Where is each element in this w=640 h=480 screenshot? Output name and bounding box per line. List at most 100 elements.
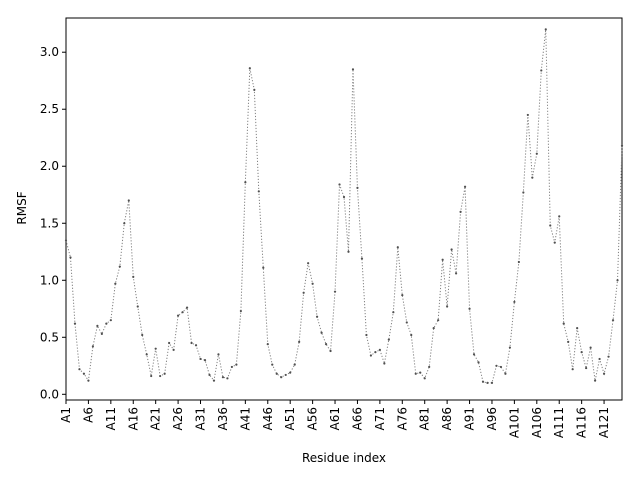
data-point bbox=[311, 282, 314, 285]
data-point bbox=[468, 307, 471, 310]
data-point bbox=[150, 374, 153, 378]
x-tick-label: A86 bbox=[440, 407, 454, 430]
x-tick-label: A51 bbox=[283, 407, 297, 430]
data-point bbox=[432, 327, 435, 330]
data-point bbox=[105, 322, 108, 325]
data-point bbox=[490, 381, 494, 384]
data-point bbox=[410, 333, 413, 337]
rmsf-series bbox=[64, 28, 624, 384]
data-point bbox=[383, 362, 386, 365]
data-point bbox=[109, 319, 112, 322]
data-point bbox=[598, 357, 601, 361]
data-point bbox=[585, 366, 588, 370]
data-point bbox=[73, 322, 77, 325]
data-point bbox=[307, 262, 310, 265]
data-point bbox=[235, 363, 238, 366]
data-point bbox=[562, 322, 565, 325]
data-point bbox=[576, 327, 579, 330]
x-tick-label: A81 bbox=[418, 407, 432, 430]
data-point bbox=[616, 279, 619, 282]
data-point bbox=[221, 376, 225, 379]
data-point bbox=[176, 314, 180, 317]
data-point bbox=[437, 319, 440, 322]
x-tick-label: A96 bbox=[485, 407, 499, 430]
data-point bbox=[159, 374, 162, 378]
data-point bbox=[203, 358, 207, 362]
data-point bbox=[239, 309, 242, 313]
data-point bbox=[298, 340, 301, 343]
y-tick-label: 0.0 bbox=[40, 387, 59, 401]
data-point bbox=[141, 333, 144, 337]
data-point bbox=[244, 181, 247, 184]
data-point bbox=[396, 246, 399, 249]
x-tick-label: A111 bbox=[552, 407, 566, 438]
data-point bbox=[602, 372, 606, 375]
x-tick-label: A56 bbox=[306, 407, 320, 430]
data-point bbox=[127, 199, 130, 202]
data-point bbox=[571, 368, 574, 371]
data-point bbox=[118, 265, 121, 268]
data-point bbox=[333, 290, 337, 293]
x-axis: A1 A6 A11 A16 A21 A26 A31 A36 A41 A46 A51 A56 A61 A66… bbox=[59, 400, 611, 438]
data-point bbox=[329, 349, 332, 353]
data-point bbox=[302, 291, 305, 294]
data-point bbox=[526, 113, 529, 117]
x-tick-label: A46 bbox=[261, 407, 275, 430]
plot-area bbox=[65, 17, 623, 401]
data-point bbox=[580, 351, 583, 354]
data-point bbox=[513, 300, 516, 304]
data-point bbox=[540, 69, 543, 72]
y-tick-label: 1.0 bbox=[40, 273, 59, 287]
plot-frame bbox=[65, 17, 623, 401]
data-point bbox=[194, 344, 198, 347]
data-point bbox=[136, 305, 139, 308]
data-point bbox=[190, 341, 193, 345]
data-point bbox=[123, 222, 126, 225]
data-point bbox=[405, 321, 408, 324]
data-point bbox=[463, 185, 467, 188]
data-point bbox=[481, 380, 485, 383]
data-point bbox=[558, 215, 561, 218]
y-tick-label: 2.0 bbox=[40, 159, 59, 173]
data-point bbox=[535, 152, 538, 155]
data-point bbox=[441, 258, 444, 261]
data-point bbox=[607, 355, 610, 358]
data-point bbox=[338, 183, 341, 186]
data-point bbox=[154, 347, 157, 350]
data-point bbox=[392, 311, 395, 314]
data-point bbox=[589, 346, 592, 349]
x-tick-label: A71 bbox=[373, 407, 387, 430]
data-point bbox=[472, 353, 476, 356]
data-point bbox=[96, 324, 99, 327]
x-tick-label: A26 bbox=[171, 407, 185, 430]
data-point bbox=[365, 333, 368, 337]
data-point bbox=[428, 365, 431, 369]
y-tick-label: 2.5 bbox=[40, 102, 59, 116]
y-axis: 0.0 0.5 1.0 1.5 2.0 2.5 3.0 bbox=[40, 45, 66, 401]
x-tick-label: A1 bbox=[59, 407, 73, 423]
data-point bbox=[459, 210, 462, 213]
data-point bbox=[163, 372, 166, 375]
data-point bbox=[593, 379, 597, 382]
data-point bbox=[217, 353, 220, 356]
data-point bbox=[284, 373, 287, 377]
data-point bbox=[257, 190, 260, 193]
data-point bbox=[486, 381, 489, 384]
data-point bbox=[553, 241, 556, 244]
data-point bbox=[64, 239, 68, 242]
data-point bbox=[401, 293, 404, 297]
data-point bbox=[454, 272, 458, 275]
data-point bbox=[280, 376, 283, 379]
x-tick-label: A36 bbox=[216, 407, 230, 430]
data-point bbox=[378, 348, 381, 351]
y-tick-label: 3.0 bbox=[40, 45, 59, 59]
x-tick-label: A41 bbox=[238, 407, 252, 430]
data-point bbox=[168, 341, 171, 345]
data-point bbox=[620, 144, 624, 147]
x-tick-label: A91 bbox=[463, 407, 477, 430]
data-point bbox=[351, 68, 355, 71]
data-point bbox=[266, 343, 269, 346]
data-point bbox=[289, 371, 292, 374]
x-tick-label: A61 bbox=[328, 407, 342, 430]
